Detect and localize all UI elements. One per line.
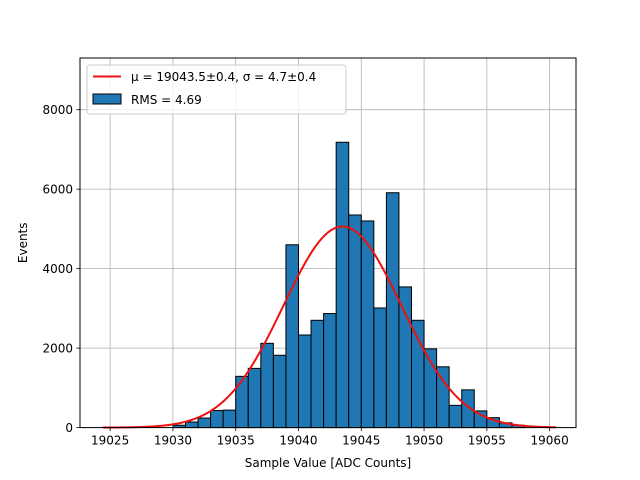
x-tick-label: 19050 — [405, 434, 443, 448]
gaussian-fit-curve — [102, 225, 556, 429]
histogram-bar — [335, 141, 350, 429]
histogram-bar — [235, 375, 249, 429]
histogram-bar — [373, 307, 387, 429]
y-tick-label: 6000 — [42, 182, 73, 196]
histogram-bars — [172, 141, 526, 429]
x-tick-label: 19055 — [468, 434, 506, 448]
histogram-bar — [436, 366, 450, 429]
x-axis-ticks: 19025 19030 19035 19040 19045 19050 19055 19060 — [91, 427, 569, 448]
histogram-bar — [473, 410, 488, 429]
histogram-bar — [272, 354, 287, 429]
legend-box — [86, 64, 347, 115]
x-tick-label: 19035 — [217, 434, 255, 448]
y-tick-label: 0 — [65, 421, 73, 435]
legend-fit-label: μ = 19043.5±0.4, σ = 4.7±0.4 — [131, 70, 316, 84]
histogram-bar — [184, 421, 199, 429]
y-axis-label: Events — [16, 222, 30, 263]
x-tick-label: 19040 — [279, 434, 317, 448]
y-tick-label: 8000 — [42, 103, 73, 117]
x-tick-label: 19060 — [531, 434, 569, 448]
legend: μ = 19043.5±0.4, σ = 4.7±0.4 RMS = 4.69 — [86, 64, 347, 115]
plot-frame — [79, 57, 577, 429]
legend-rms-swatch — [92, 93, 122, 105]
histogram-bar — [247, 367, 262, 429]
y-tick-label: 4000 — [42, 262, 73, 276]
histogram-bar — [297, 334, 312, 429]
histogram-bar — [197, 417, 212, 429]
histogram-bar — [348, 214, 362, 429]
histogram-bar — [260, 342, 274, 429]
histogram-bar — [310, 319, 325, 429]
x-axis-label: Sample Value [ADC Counts] — [245, 456, 411, 470]
y-tick-label: 2000 — [42, 341, 73, 355]
histogram-bar — [323, 313, 337, 429]
histogram-bar — [411, 319, 425, 429]
x-tick-label: 19030 — [154, 434, 192, 448]
histogram-bar — [448, 404, 463, 429]
y-axis-ticks: 0 2000 4000 6000 8000 — [42, 103, 80, 435]
x-tick-label: 19025 — [91, 434, 129, 448]
histogram-bar — [285, 244, 299, 429]
histogram-bar — [398, 286, 413, 429]
histogram-bar — [222, 409, 237, 429]
x-tick-label: 19045 — [342, 434, 380, 448]
histogram-bar — [210, 410, 224, 429]
legend-rms-label: RMS = 4.69 — [131, 93, 202, 107]
histogram-bar — [385, 192, 400, 429]
